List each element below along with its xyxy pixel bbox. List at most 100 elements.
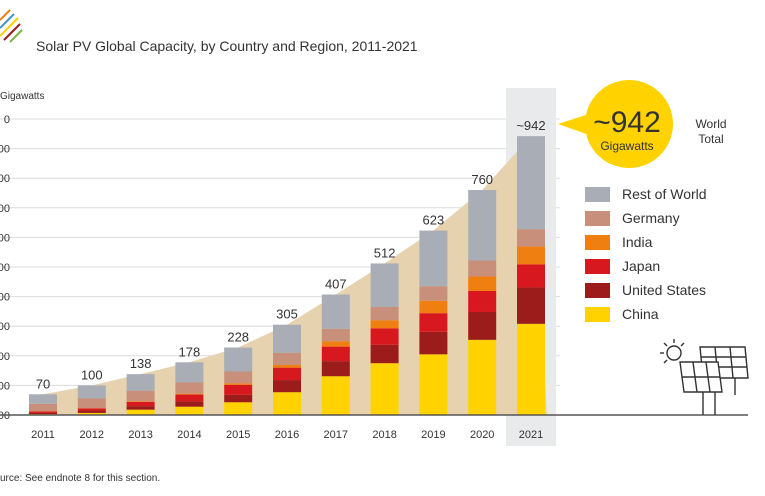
x-tick-label-2011: 2011	[31, 429, 55, 441]
bar-india-2018	[370, 320, 399, 329]
bar-united-states-2012	[77, 410, 106, 413]
legend: Rest of World Germany India Japan United Sta…	[585, 186, 707, 322]
bar-rest-of-world-2012	[77, 385, 106, 399]
x-tick-label-2015: 2015	[226, 429, 250, 441]
total-label-2017: 407	[325, 277, 347, 292]
y-tick-label: 00	[0, 232, 10, 244]
bar-germany-2012	[77, 398, 106, 409]
legend-label-united-states: United States	[622, 282, 706, 298]
source-note: urce: See endnote 8 for this section.	[0, 473, 160, 484]
x-tick-label-2019: 2019	[421, 429, 445, 441]
callout-unit: Gigawatts	[600, 139, 653, 153]
legend-swatch-japan	[585, 259, 610, 274]
legend-label-india: India	[622, 234, 653, 250]
bar-germany-2021	[517, 229, 545, 247]
bar-germany-2011	[29, 403, 57, 412]
bar-china-2017	[321, 376, 350, 415]
bar-japan-2021	[517, 264, 545, 288]
y-tick-label: 00	[0, 292, 10, 304]
bar-germany-2017	[321, 328, 350, 342]
x-tick-label-2012: 2012	[80, 429, 104, 441]
x-tick-label-2016: 2016	[275, 429, 299, 441]
legend-swatch-germany	[585, 211, 610, 226]
bar-china-2012	[77, 412, 106, 415]
bar-china-2013	[126, 409, 155, 415]
bars	[29, 136, 545, 415]
total-label-2016: 305	[276, 307, 298, 322]
bar-japan-2017	[321, 346, 350, 362]
solar-panel-icon	[660, 339, 749, 415]
bar-united-states-2019	[419, 331, 448, 355]
total-label-2019: 623	[423, 213, 445, 228]
bar-japan-2016	[273, 367, 301, 381]
bar-japan-2015	[224, 384, 253, 395]
bar-germany-2016	[273, 352, 301, 365]
bar-united-states-2020	[468, 311, 497, 340]
bar-united-states-2011	[29, 412, 57, 415]
bar-united-states-2021	[517, 287, 545, 324]
bar-japan-2011	[29, 411, 57, 413]
bar-rest-of-world-2021	[517, 136, 545, 230]
bar-rest-of-world-2013	[126, 374, 155, 391]
world-label: World	[695, 117, 726, 131]
y-tick-label: 00	[0, 351, 10, 363]
y-tick-label: 00	[0, 321, 10, 333]
y-axis-unit-label: Gigawatts	[0, 91, 44, 102]
bar-united-states-2015	[224, 394, 253, 403]
bar-china-2019	[419, 354, 448, 415]
bar-united-states-2017	[321, 361, 350, 377]
y-tick-label: 00	[0, 380, 10, 392]
callout-value: ~942	[593, 106, 661, 139]
bar-united-states-2013	[126, 406, 155, 410]
y-tick-label: 00	[0, 203, 10, 215]
legend-label-rest-of-world: Rest of World	[622, 186, 707, 202]
y-tick-label: 00	[0, 173, 10, 185]
legend-swatch-china	[585, 307, 610, 322]
world-total-callout: ~942 Gigawatts World Total	[558, 80, 727, 168]
chart-title: Solar PV Global Capacity, by Country and…	[36, 38, 418, 54]
bar-rest-of-world-2011	[29, 394, 57, 404]
bar-china-2020	[468, 339, 497, 415]
legend-swatch-rest-of-world	[585, 187, 610, 202]
bar-india-2019	[419, 300, 448, 314]
x-tick-label-2017: 2017	[324, 429, 348, 441]
bar-india-2021	[517, 246, 545, 265]
callout-circle	[585, 80, 673, 168]
x-tick-label-2021: 2021	[519, 429, 543, 441]
x-tick-label-2013: 2013	[128, 429, 152, 441]
bar-china-2021	[517, 323, 545, 415]
bar-united-states-2014	[175, 401, 204, 407]
legend-label-germany: Germany	[622, 210, 680, 226]
legend-label-china: China	[622, 306, 659, 322]
bar-india-2013	[126, 401, 155, 402]
bar-japan-2014	[175, 394, 204, 402]
total-label-2012: 100	[81, 367, 103, 382]
legend-label-japan: Japan	[622, 258, 660, 274]
logo-icon	[0, 9, 23, 43]
total-label-2011: 70	[36, 376, 50, 391]
total-label: Total	[698, 132, 723, 146]
y-tick-label: 00	[0, 144, 10, 156]
bar-china-2016	[273, 392, 301, 415]
bar-germany-2013	[126, 390, 155, 402]
total-label-2013: 138	[130, 356, 152, 371]
y-tick-label: 00	[0, 410, 10, 422]
total-label-2018: 512	[374, 245, 396, 260]
x-tick-label-2014: 2014	[177, 429, 201, 441]
bar-japan-2013	[126, 401, 155, 407]
bar-germany-2018	[370, 306, 399, 321]
bar-rest-of-world-2019	[419, 230, 448, 287]
callout-pointer	[558, 113, 592, 136]
bar-united-states-2016	[273, 380, 301, 393]
bar-india-2020	[468, 276, 497, 291]
bar-germany-2019	[419, 286, 448, 301]
bar-germany-2020	[468, 260, 497, 277]
total-label-2020: 760	[471, 172, 493, 187]
y-tick-label: 00	[0, 262, 10, 274]
bar-rest-of-world-2020	[468, 190, 497, 261]
total-labels: 70 100 138 178 228 305 407 512 623 760 ~942	[36, 118, 546, 391]
bar-japan-2020	[468, 290, 497, 312]
bar-rest-of-world-2018	[370, 263, 399, 307]
